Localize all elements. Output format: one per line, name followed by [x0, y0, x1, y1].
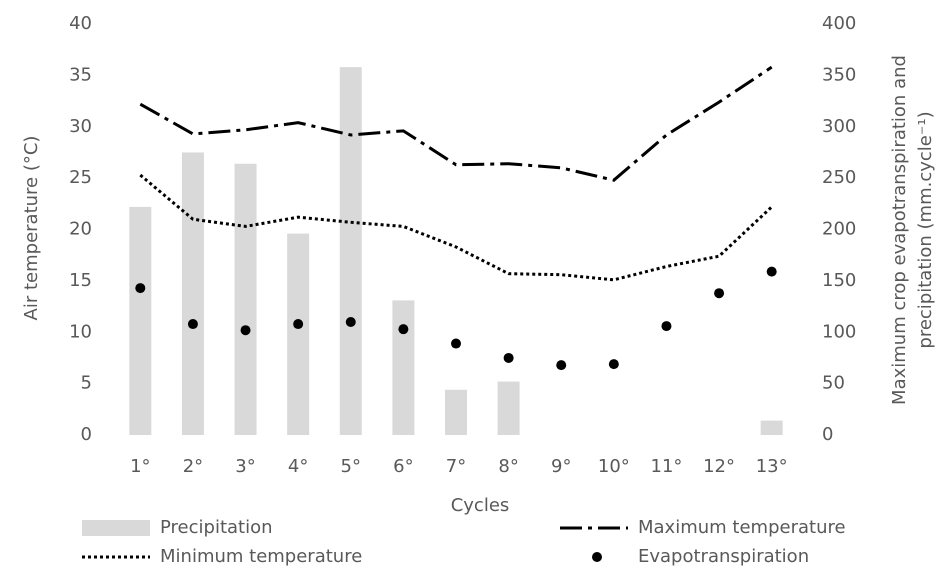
bar [181, 152, 204, 435]
dot [608, 359, 619, 370]
y2-tick-label: 0 [822, 424, 833, 445]
y-tick-label: 5 [81, 373, 92, 394]
x-tick-label: 3° [235, 456, 255, 477]
y-tick-label: 30 [69, 116, 92, 137]
y-tick-label: 40 [69, 13, 92, 34]
x-axis-label: Cycles [451, 495, 510, 516]
dot [240, 325, 251, 336]
x-tick-label: 6° [393, 456, 413, 477]
y-tick-label: 20 [69, 219, 92, 240]
y2-tick-label: 350 [822, 64, 856, 85]
dot [187, 319, 198, 330]
legend-swatch [592, 552, 602, 562]
dot [714, 288, 725, 299]
y-tick-label: 25 [69, 167, 92, 188]
dot [556, 360, 567, 371]
dot [766, 266, 777, 277]
y-tick-label: 0 [81, 424, 92, 445]
x-tick-label: 11° [651, 456, 683, 477]
x-tick-label: 4° [288, 456, 308, 477]
x-tick-label: 8° [498, 456, 518, 477]
x-tick-label: 7° [446, 456, 466, 477]
y-tick-label: 10 [69, 321, 92, 342]
y-axis-label: Air temperature (°C) [21, 136, 42, 321]
x-tick-label: 12° [703, 456, 735, 477]
x-tick-label: 10° [598, 456, 630, 477]
y2-tick-label: 200 [822, 219, 856, 240]
bar [339, 67, 362, 435]
dot [293, 319, 304, 330]
y2-tick-label: 150 [822, 270, 856, 291]
x-tick-label: 13° [756, 456, 788, 477]
bar [129, 206, 152, 435]
y2-tick-label: 50 [822, 373, 845, 394]
legend-label: Precipitation [160, 517, 273, 538]
y2-tick-label: 100 [822, 321, 856, 342]
y2-axis-label: Maximum crop evapotranspiration and [889, 55, 910, 405]
dot [398, 324, 409, 335]
x-tick-label: 2° [183, 456, 203, 477]
bar [445, 389, 467, 435]
dot [451, 338, 461, 349]
legend-label: Minimum temperature [160, 546, 362, 567]
y-tick-label: 15 [69, 270, 92, 291]
x-tick-label: 1° [130, 456, 150, 477]
bar [234, 163, 257, 436]
y2-axis-label: precipitation (mm.cycle⁻¹) [915, 111, 936, 348]
line [139, 65, 773, 182]
y2-tick-label: 400 [822, 13, 856, 34]
dot [503, 352, 514, 363]
x-tick-label: 9° [551, 456, 571, 477]
dot [661, 321, 672, 332]
bar [392, 300, 415, 435]
bar [497, 381, 520, 435]
y2-tick-label: 250 [822, 167, 856, 188]
dot [345, 316, 356, 327]
legend-label: Evapotranspiration [638, 546, 809, 567]
legend-swatch [82, 520, 150, 536]
x-tick-label: 5° [341, 456, 361, 477]
y2-tick-label: 300 [822, 116, 856, 137]
y-tick-label: 35 [69, 64, 92, 85]
dot [135, 283, 146, 294]
bar [287, 233, 310, 435]
legend-label: Maximum temperature [638, 517, 846, 538]
line [139, 173, 773, 282]
bar [760, 420, 783, 435]
